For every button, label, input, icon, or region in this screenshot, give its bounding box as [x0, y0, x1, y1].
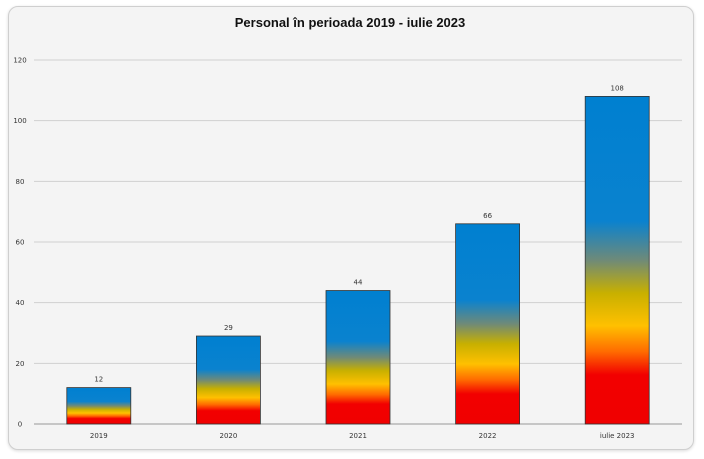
- y-tick-label: 100: [13, 117, 26, 125]
- data-label: 108: [611, 84, 624, 92]
- x-tick-label: iulie 2023: [600, 432, 635, 440]
- y-tick-label: 0: [18, 421, 22, 429]
- y-tick-label: 60: [16, 239, 25, 247]
- x-tick-label: 2019: [90, 432, 108, 440]
- bar-2021: [325, 290, 391, 425]
- data-label: 66: [483, 212, 492, 220]
- data-label: 29: [224, 324, 233, 332]
- y-tick-label: 40: [16, 299, 25, 307]
- data-label: 12: [94, 376, 103, 384]
- data-label: 44: [354, 279, 363, 287]
- bar-2022: [455, 223, 521, 425]
- y-tick-label: 80: [16, 178, 25, 186]
- y-tick-label: 120: [13, 57, 26, 65]
- bar-2019: [66, 387, 132, 425]
- x-tick-label: 2020: [219, 432, 237, 440]
- x-tick-label: 2022: [479, 432, 497, 440]
- bar-iulie-2023: [584, 96, 650, 425]
- x-tick-label: 2021: [349, 432, 367, 440]
- y-tick-label: 20: [16, 360, 25, 368]
- bar-2020: [195, 335, 261, 425]
- chart-title: Personal în perioada 2019 - iulie 2023: [235, 15, 466, 30]
